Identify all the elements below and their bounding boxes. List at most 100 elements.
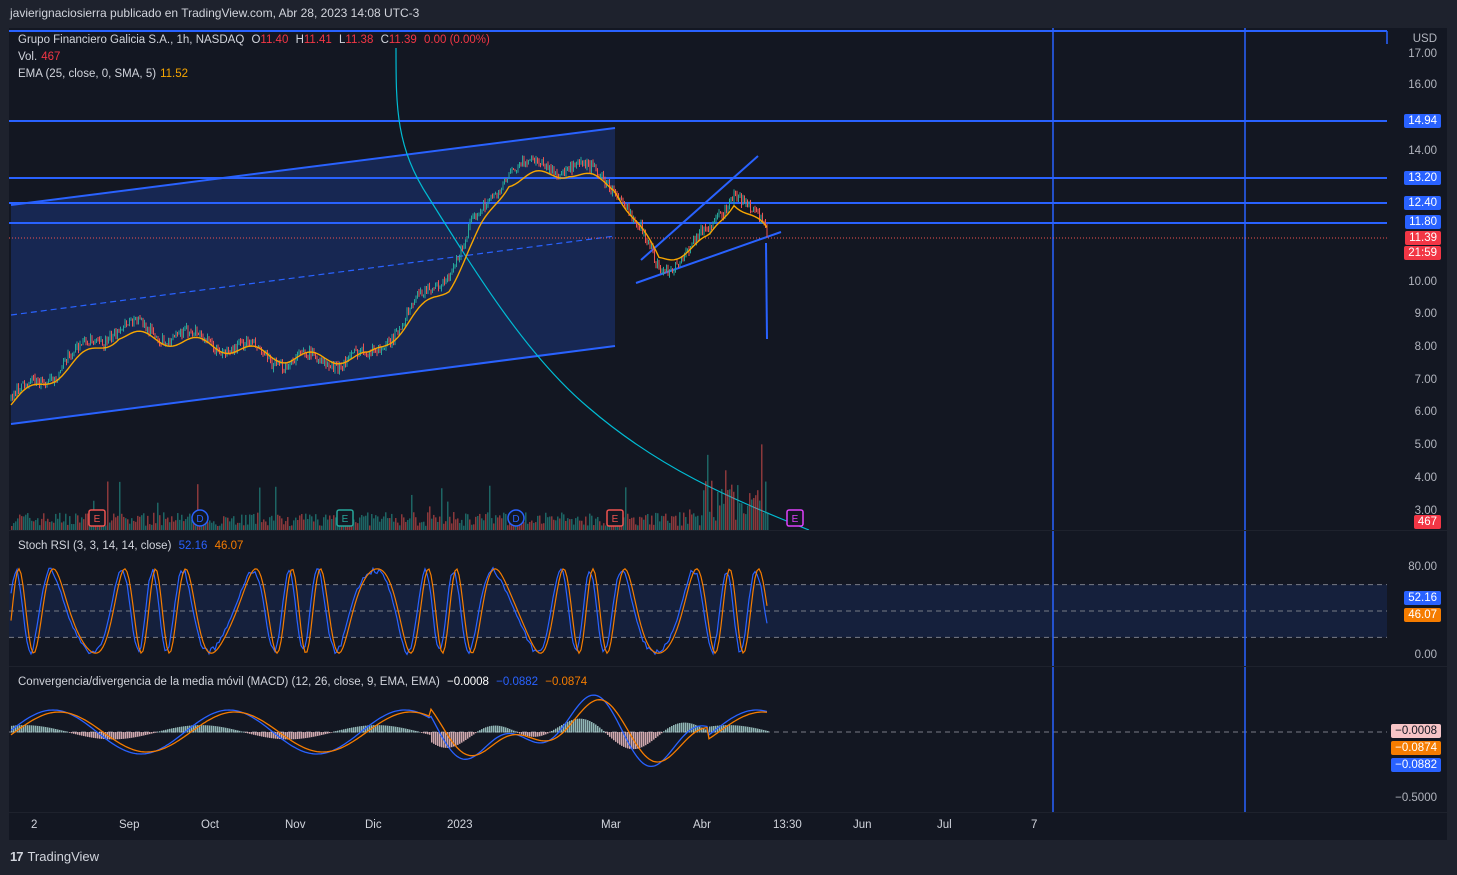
macd-hist-bar — [605, 732, 607, 734]
volume-bar — [673, 516, 675, 530]
macd-hist-bar — [655, 732, 657, 739]
volume-bar — [629, 518, 631, 530]
volume-bar — [45, 521, 47, 530]
macd-hist-bar — [675, 724, 677, 733]
volume-bar — [391, 513, 393, 530]
volume-bar — [497, 517, 499, 530]
macd-hist-bar — [105, 732, 107, 740]
volume-bar — [153, 512, 155, 530]
price-label-12.40: 12.40 — [1404, 196, 1441, 210]
macd-hist-bar — [535, 732, 537, 737]
volume-bar — [591, 515, 593, 530]
volume-bar — [309, 514, 311, 530]
volume-bar — [755, 495, 757, 530]
volume-bar — [169, 522, 171, 530]
volume-legend: Vol. 467 — [18, 51, 61, 63]
macd-hist-bar — [559, 726, 561, 733]
macd-hist-bar — [83, 732, 85, 737]
volume-bar — [155, 523, 157, 530]
macd-hist-bar — [39, 726, 41, 733]
macd-hist-bar — [337, 730, 339, 733]
volume-bar — [605, 525, 607, 530]
wedge-lower-line — [635, 231, 782, 284]
volume-bar — [81, 517, 83, 530]
volume-bar — [429, 506, 431, 530]
volume-bar — [295, 517, 297, 530]
macd-hist-bar — [411, 729, 413, 733]
volume-bar — [651, 515, 653, 530]
volume-bar — [297, 520, 299, 530]
macd-hist-bar — [147, 732, 149, 735]
volume-bar — [687, 523, 689, 530]
time-axis[interactable]: 2 Sep Oct Nov Dic 2023 Mar Abr 13:30 Jun Jul 7 — [9, 813, 1447, 840]
time-tick: Mar — [601, 819, 621, 831]
volume-bar — [15, 521, 17, 530]
volume-bar — [157, 502, 159, 530]
price-panel[interactable]: E D E D E E Grupo Financiero Galicia S.A., 1h… — [9, 28, 1447, 530]
stoch-rsi-panel[interactable]: Stoch RSI (3, 3, 14, 14, close) 52.16 46… — [9, 531, 1447, 666]
macd-hist-bar — [437, 732, 439, 746]
stoch-d-value: 46.07 — [214, 540, 244, 552]
macd-hist-bar — [683, 722, 685, 733]
footer-brand: TradingView — [27, 849, 100, 864]
macd-hist-bar — [757, 728, 759, 733]
volume-bar — [341, 523, 343, 530]
volume-bar — [725, 470, 727, 530]
macd-hist-bar — [425, 732, 427, 734]
macd-hist-bar — [153, 732, 155, 734]
volume-bar — [463, 525, 465, 530]
stoch-k-value: 52.16 — [178, 540, 208, 552]
event-marker-label: D — [512, 514, 519, 525]
price-tick: 14.00 — [1408, 145, 1437, 157]
ema-legend: EMA (25, close, 0, SMA, 5) 11.52 — [18, 68, 188, 80]
currency-label: USD — [1412, 33, 1437, 45]
macd-hist-bar — [257, 732, 259, 736]
macd-chart[interactable] — [9, 667, 1447, 812]
tradingview-footer[interactable]: 17 TradingView — [10, 849, 99, 864]
macd-hist-bar — [681, 722, 683, 733]
macd-hist-bar — [459, 732, 461, 744]
volume-bar — [217, 525, 219, 530]
volume-bar — [279, 515, 281, 530]
stoch-rsi-chart[interactable] — [9, 531, 1447, 666]
volume-bar — [595, 518, 597, 530]
symbol-title: Grupo Financiero Galicia S.A., 1h, NASDA… — [18, 34, 245, 46]
macd-hist-bar — [165, 729, 167, 733]
volume-bar — [231, 518, 233, 530]
macd-hist-bar — [61, 730, 63, 733]
macd-hist-bar — [315, 732, 317, 737]
macd-hist-bar — [433, 732, 435, 744]
volume-bar — [331, 519, 333, 530]
macd-hist-bar — [761, 729, 763, 733]
volume-bar — [269, 517, 271, 530]
macd-hist-bar — [77, 732, 79, 735]
macd-hist-bar — [423, 732, 425, 734]
macd-hist-bar — [503, 726, 505, 733]
macd-hist-bar — [735, 725, 737, 733]
macd-hist-bar — [255, 732, 257, 736]
volume-bar — [71, 523, 73, 530]
stoch-d-line — [10, 567, 768, 655]
macd-hist-bar — [323, 732, 325, 735]
macd-panel[interactable]: Convergencia/divergencia de la media móv… — [9, 667, 1447, 812]
event-marker-label: E — [342, 514, 349, 525]
event-marker-E-0: E — [88, 509, 106, 527]
volume-bar — [53, 522, 55, 530]
macd-hist-bar — [731, 725, 733, 733]
macd-hist-bar — [361, 726, 363, 733]
macd-hist-bar — [745, 726, 747, 733]
volume-bar — [677, 525, 679, 530]
volume-bar — [307, 519, 309, 530]
volume-bar — [237, 522, 239, 530]
macd-hist-bar — [543, 732, 545, 736]
volume-bar — [397, 522, 399, 530]
volume-bar — [29, 517, 31, 530]
macd-hist-bar — [755, 728, 757, 733]
volume-bar — [103, 524, 105, 530]
volume-bar — [105, 525, 107, 530]
macd-hist-bar — [427, 732, 429, 735]
volume-bar — [123, 516, 125, 530]
macd-hist-bar — [413, 730, 415, 733]
volume-bar — [291, 525, 293, 530]
